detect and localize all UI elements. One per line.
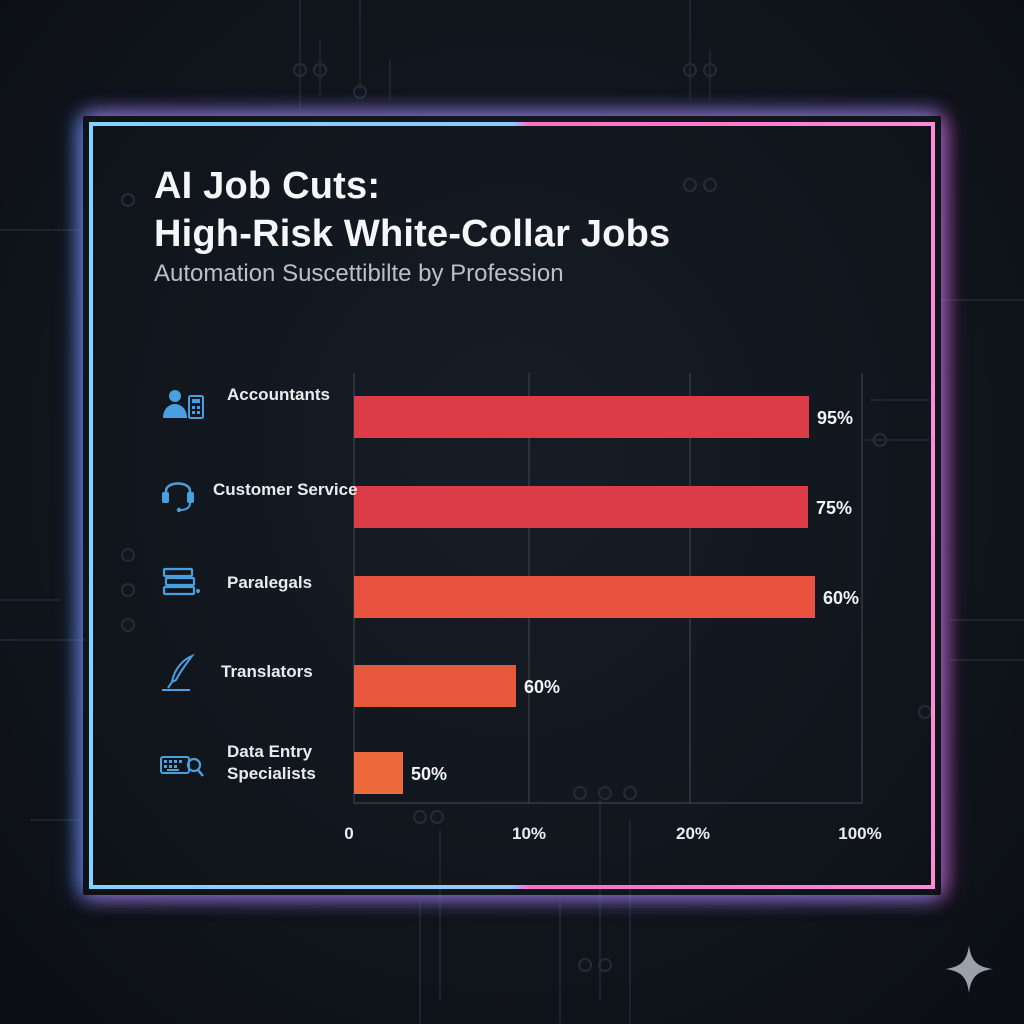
chart-title-line-2: High-Risk White-Collar Jobs xyxy=(154,213,671,255)
category-label-line: Accountants xyxy=(227,385,330,404)
category-label: Accountants xyxy=(227,384,330,406)
sparkle-icon xyxy=(945,945,993,993)
category-label-line: Translators xyxy=(221,662,313,681)
category-label-line: Data Entry xyxy=(227,742,313,761)
category-label: Data Entry Specialists xyxy=(227,741,316,785)
x-tick-label: 100% xyxy=(838,824,881,843)
books-icon xyxy=(158,563,206,603)
category-label-line: Specialists xyxy=(227,764,316,783)
chart-subtitle: Automation Suscettibilte by Profession xyxy=(154,260,564,287)
x-tick-label: 20% xyxy=(676,824,710,843)
bar-value-label: 50% xyxy=(411,764,447,784)
headset-icon xyxy=(158,473,206,513)
chart-title: AI Job Cuts: High-Risk White-Collar Jobs xyxy=(154,162,670,258)
keyboard-search-icon xyxy=(158,745,206,785)
x-tick-label: 10% xyxy=(512,824,546,843)
chart-title-line-1: AI Job Cuts: xyxy=(154,165,381,207)
category-label: Translators xyxy=(221,661,313,683)
bar xyxy=(354,665,516,707)
accountant-icon xyxy=(158,386,206,426)
category-label-line: Paralegals xyxy=(227,573,313,592)
category-label-line: Customer Service xyxy=(213,480,358,499)
bar xyxy=(354,576,815,618)
category-label: Customer Service xyxy=(213,479,358,501)
bar xyxy=(354,752,403,794)
category-label: Paralegals xyxy=(227,572,312,594)
x-tick-label: 0 xyxy=(344,824,353,843)
bar-value-label: 75% xyxy=(816,498,852,518)
bar-value-label: 60% xyxy=(823,588,859,608)
quill-icon xyxy=(158,652,206,692)
bar-value-label: 95% xyxy=(817,408,853,428)
bar xyxy=(354,396,809,438)
bar xyxy=(354,486,808,528)
bar-value-label: 60% xyxy=(524,677,560,697)
